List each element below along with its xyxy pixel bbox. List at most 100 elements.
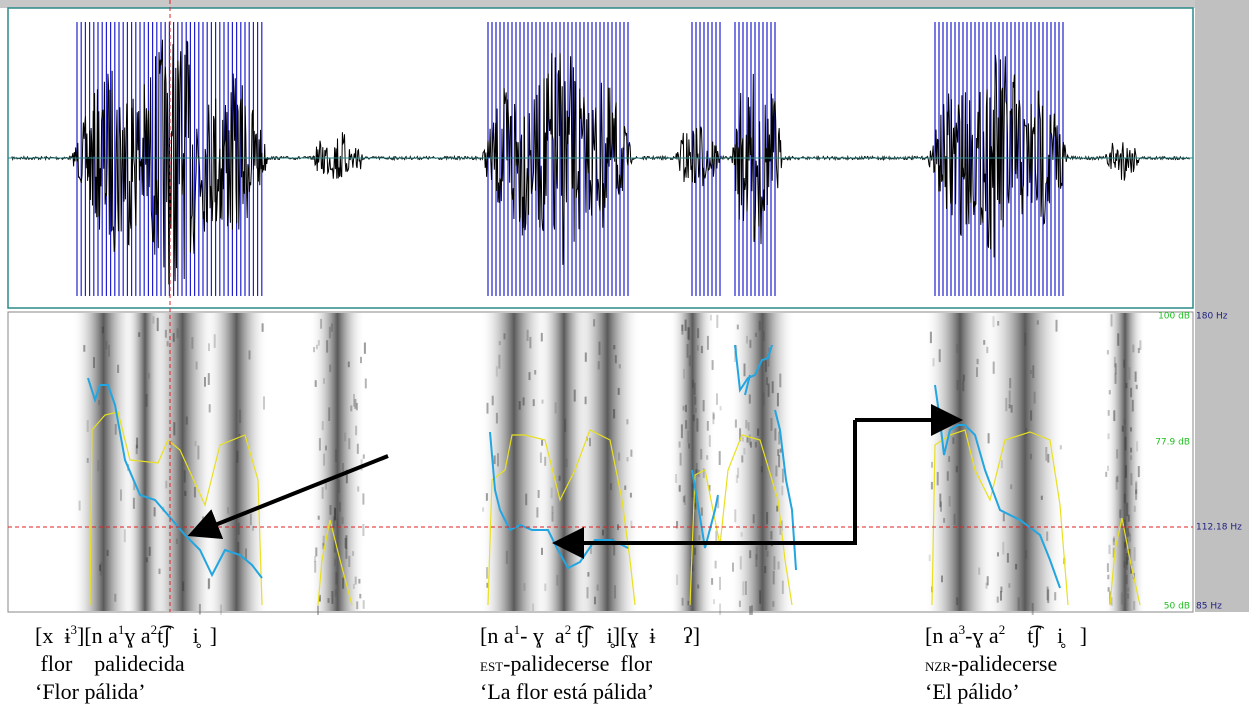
spectral-speckle bbox=[758, 320, 761, 331]
spectral-speckle bbox=[182, 581, 185, 592]
spectral-speckle bbox=[1121, 425, 1124, 432]
caption-text: t͡ʃ i̥ ] bbox=[1005, 623, 1088, 648]
spectral-speckle bbox=[338, 502, 341, 512]
spectral-speckle bbox=[93, 357, 95, 368]
spectral-speckle bbox=[764, 360, 767, 372]
spectral-speckle bbox=[317, 515, 320, 520]
spectral-speckle bbox=[1120, 592, 1123, 605]
db-label: 50 dB bbox=[1164, 602, 1190, 612]
spectral-speckle bbox=[778, 431, 781, 445]
spectral-speckle bbox=[136, 437, 139, 449]
hz-label: 85 Hz bbox=[1196, 602, 1222, 612]
caption-gloss: flor palidecida bbox=[35, 650, 185, 678]
spectral-speckle bbox=[614, 585, 616, 599]
spectral-speckle bbox=[1130, 447, 1133, 453]
spectral-speckle bbox=[770, 531, 773, 540]
spectral-speckle bbox=[314, 380, 317, 387]
spectral-speckle bbox=[564, 418, 567, 433]
spectral-speckle bbox=[493, 455, 496, 465]
spectral-speckle bbox=[681, 597, 684, 606]
spectral-speckle bbox=[342, 577, 345, 589]
spectral-speckle bbox=[692, 414, 695, 422]
spectral-speckle bbox=[153, 507, 156, 517]
spectral-speckle bbox=[123, 529, 126, 543]
spectral-speckle bbox=[697, 584, 700, 589]
spectral-speckle bbox=[1114, 363, 1117, 375]
spectral-speckle bbox=[777, 449, 780, 456]
spectral-speckle bbox=[354, 398, 357, 409]
spectral-speckle bbox=[1135, 480, 1138, 494]
spectral-speckle bbox=[687, 327, 690, 340]
spectral-speckle bbox=[997, 552, 999, 557]
spectral-speckle bbox=[767, 383, 770, 397]
spectral-speckle bbox=[767, 354, 770, 367]
spectral-speckle bbox=[952, 437, 955, 444]
spectral-speckle bbox=[523, 583, 526, 591]
spectral-speckle bbox=[741, 455, 744, 463]
spectral-speckle bbox=[551, 512, 554, 522]
spectral-speckle bbox=[334, 449, 337, 462]
spectral-speckle bbox=[746, 335, 748, 344]
spectral-speckle bbox=[498, 341, 501, 346]
spectral-speckle bbox=[1116, 449, 1119, 459]
spectral-speckle bbox=[329, 505, 332, 515]
spectral-speckle bbox=[757, 428, 760, 436]
spectral-speckle bbox=[630, 520, 633, 529]
spectral-speckle bbox=[626, 419, 629, 425]
spectral-speckle bbox=[681, 324, 684, 332]
spectral-speckle bbox=[772, 601, 775, 607]
spectral-speckle bbox=[778, 455, 781, 468]
spectral-speckle bbox=[164, 329, 167, 338]
hz-label: 112.18 Hz bbox=[1196, 523, 1242, 533]
spectral-speckle bbox=[1029, 453, 1032, 460]
spectral-speckle bbox=[779, 521, 782, 535]
spectral-speckle bbox=[1107, 574, 1110, 580]
spectral-speckle bbox=[328, 407, 331, 421]
spectral-speckle bbox=[315, 547, 318, 557]
spectral-speckle bbox=[755, 554, 758, 567]
spectral-speckle bbox=[693, 382, 696, 396]
spectral-speckle bbox=[347, 361, 350, 368]
spectral-speckle bbox=[525, 493, 528, 506]
spectral-speckle bbox=[495, 366, 498, 377]
spectral-speckle bbox=[208, 578, 211, 589]
spectral-speckle bbox=[1106, 350, 1109, 355]
spectral-speckle bbox=[584, 396, 587, 405]
spectral-speckle bbox=[687, 600, 690, 606]
spectral-speckle bbox=[318, 438, 321, 451]
spectral-speckle bbox=[1106, 563, 1109, 573]
spectral-speckle bbox=[362, 524, 365, 537]
spectral-speckle bbox=[939, 493, 942, 508]
spectral-speckle bbox=[613, 345, 616, 350]
spectral-speckle bbox=[1107, 587, 1110, 592]
spectral-speckle bbox=[345, 548, 348, 559]
spectral-speckle bbox=[693, 493, 696, 507]
spectral-speckle bbox=[356, 601, 359, 610]
spectral-speckle bbox=[587, 572, 590, 577]
spectral-speckle bbox=[227, 507, 229, 514]
spectral-speckle bbox=[345, 535, 348, 549]
spectral-speckle bbox=[694, 547, 697, 555]
spectral-speckle bbox=[739, 428, 742, 442]
spectral-speckle bbox=[1113, 536, 1115, 542]
spectral-speckle bbox=[323, 453, 326, 466]
spectral-speckle bbox=[1133, 601, 1136, 610]
spectral-speckle bbox=[321, 421, 324, 431]
spectral-speckle bbox=[1113, 356, 1116, 368]
spectral-speckle bbox=[716, 314, 719, 328]
caption-text: ɣ a bbox=[124, 623, 151, 648]
spectral-speckle bbox=[356, 443, 359, 454]
spectral-speckle bbox=[325, 445, 327, 451]
spectral-band bbox=[985, 313, 1065, 611]
spectral-speckle bbox=[936, 471, 939, 486]
spectral-speckle bbox=[590, 541, 592, 554]
caption-gloss: NZR-palidecerse bbox=[925, 650, 1057, 680]
spectral-speckle bbox=[618, 364, 621, 369]
spectral-speckle bbox=[1130, 427, 1132, 432]
spectral-speckle bbox=[697, 328, 700, 339]
spectral-speckle bbox=[505, 550, 508, 564]
spectral-speckle bbox=[194, 440, 197, 447]
spectral-speckle bbox=[331, 591, 334, 604]
spectral-speckle bbox=[558, 475, 561, 481]
spectral-speckle bbox=[108, 344, 110, 357]
